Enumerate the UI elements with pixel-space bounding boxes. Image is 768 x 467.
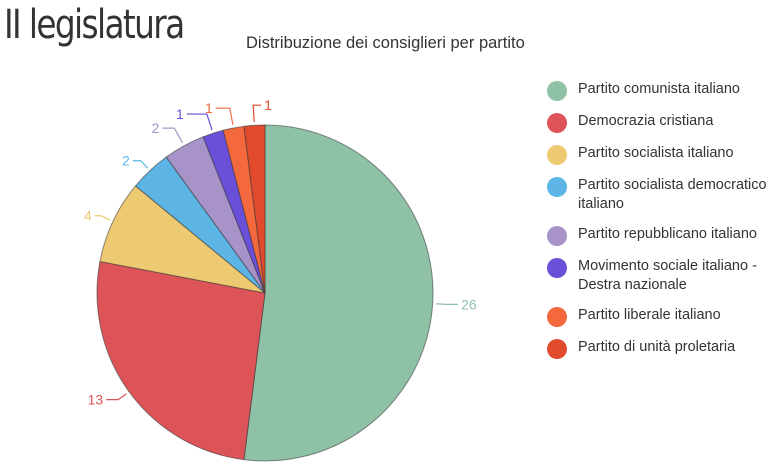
legend-swatch — [547, 113, 567, 133]
data-label: 4 — [84, 208, 92, 224]
data-label: 26 — [461, 296, 477, 312]
legend-label: Partito socialista democratico italiano — [578, 177, 767, 212]
leader-line — [162, 127, 183, 144]
data-label: 1 — [264, 97, 272, 113]
leader-line — [186, 113, 213, 131]
leader-line — [435, 303, 459, 305]
legend-item[interactable]: Partito comunista italiano — [547, 80, 768, 101]
chart-legend: Partito comunista italiano Democrazia cri… — [547, 80, 768, 370]
legend-label: Partito liberale italiano — [578, 307, 721, 323]
legend-label: Partito socialista italiano — [578, 145, 734, 161]
leader-line — [132, 160, 149, 169]
legend-swatch — [547, 177, 567, 197]
legend-swatch — [547, 81, 567, 101]
data-label: 1 — [176, 106, 184, 122]
data-label: 13 — [88, 392, 104, 408]
legend-label: Partito di unità proletaria — [578, 339, 736, 355]
legend-item[interactable]: Partito socialista democratico italiano — [547, 176, 768, 214]
legend-item[interactable]: Partito liberale italiano — [547, 306, 768, 327]
legend-swatch — [547, 339, 567, 359]
pie-slice[interactable] — [243, 124, 266, 294]
legend-label: Democrazia cristiana — [578, 113, 714, 129]
legend-label: Partito repubblicano italiano — [578, 226, 757, 242]
leader-line — [106, 393, 127, 401]
legend-label: Movimento sociale italiano - Destra nazi… — [578, 258, 757, 293]
legend-item[interactable]: Partito di unità proletaria — [547, 338, 768, 359]
legend-swatch — [547, 145, 567, 165]
leader-line — [94, 215, 111, 221]
legend-swatch — [547, 307, 567, 327]
legend-item[interactable]: Partito socialista italiano — [547, 144, 768, 165]
legend-swatch — [547, 258, 567, 278]
pie-slice[interactable] — [96, 260, 266, 461]
page-subtitle: Distribuzione dei consiglieri per partit… — [246, 34, 525, 52]
leader-line — [215, 107, 234, 125]
leader-line — [252, 104, 262, 123]
data-label: 2 — [152, 120, 160, 136]
legend-label: Partito comunista italiano — [578, 81, 740, 97]
legend-item[interactable]: Movimento sociale italiano - Destra nazi… — [547, 257, 768, 295]
data-label: 2 — [122, 153, 130, 169]
pie-slice[interactable] — [243, 124, 434, 462]
legend-item[interactable]: Partito repubblicano italiano — [547, 225, 768, 246]
legend-swatch — [547, 226, 567, 246]
page-title: II legislatura — [4, 2, 185, 48]
legend-item[interactable]: Democrazia cristiana — [547, 112, 768, 133]
data-label: 1 — [205, 100, 213, 116]
